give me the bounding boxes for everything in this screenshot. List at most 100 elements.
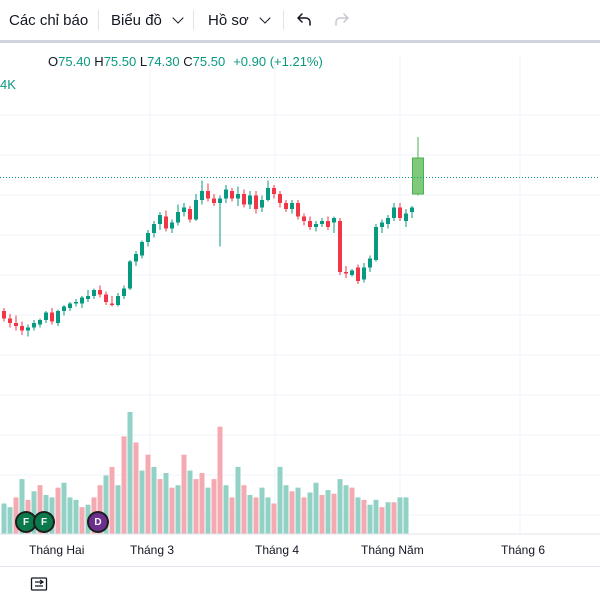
volume-bar: [379, 507, 385, 534]
volume-bar: [205, 487, 211, 534]
candle-body: [338, 221, 342, 272]
candle-body: [14, 323, 18, 326]
candle-body: [386, 218, 390, 224]
volume-bar: [253, 497, 259, 534]
redo-button[interactable]: [332, 0, 352, 40]
volume-bar: [13, 497, 19, 534]
chart-type-button[interactable]: Biểu đồ: [111, 0, 184, 40]
event-badge[interactable]: F: [17, 513, 35, 531]
volume-bar: [151, 466, 157, 534]
redo-icon: [335, 13, 349, 26]
volume-bar: [259, 487, 265, 534]
volume-bar: [187, 470, 193, 534]
candle-body: [98, 290, 102, 295]
event-badge[interactable]: D: [89, 513, 107, 531]
volume-bar: [331, 493, 337, 534]
volume-bar: [229, 497, 235, 534]
candle-body: [230, 191, 234, 199]
volume-bar: [241, 485, 247, 534]
volume-bar: [271, 503, 277, 534]
volume-bar: [7, 507, 13, 534]
volume-bar: [199, 473, 205, 534]
candle-body: [32, 323, 36, 328]
volume-bar: [37, 485, 43, 534]
x-axis-label: Tháng 6: [501, 543, 546, 557]
candle-body: [404, 213, 408, 221]
volume-bar: [127, 412, 133, 534]
indicators-button[interactable]: Các chỉ báo: [9, 0, 88, 40]
candle-body: [2, 311, 6, 319]
candle-body: [68, 303, 72, 308]
candle-body: [146, 233, 150, 242]
volume-bar: [193, 479, 199, 534]
candle-body: [134, 254, 138, 262]
price-chart[interactable]: [0, 45, 600, 537]
volume-bar: [223, 485, 229, 534]
volume-bar: [247, 494, 253, 534]
volume-bar: [19, 479, 25, 534]
candle-body: [170, 222, 174, 229]
candle-body: [284, 203, 288, 209]
candle-body: [248, 195, 252, 205]
candle-body: [56, 311, 60, 323]
candle-body: [296, 203, 300, 217]
volume-bar: [217, 426, 223, 534]
volume-bar: [295, 487, 301, 534]
replay-icon[interactable]: [30, 575, 48, 593]
candle-body: [412, 157, 424, 195]
candle-body: [272, 188, 276, 194]
candle-body: [398, 207, 402, 218]
candle-body: [176, 212, 180, 223]
toolbar-divider: [283, 10, 284, 30]
volume-bar: [313, 482, 319, 534]
high-label: H: [94, 54, 104, 69]
candle-body: [212, 198, 216, 203]
toolbar-divider: [98, 10, 99, 30]
volume-bar: [277, 466, 283, 534]
candle-body: [110, 303, 114, 305]
candle-body: [242, 194, 246, 205]
candle-body: [62, 306, 66, 311]
chevron-down-icon: [172, 12, 184, 24]
candle-body: [200, 191, 204, 200]
volume-bar: [115, 485, 121, 534]
pane-separator: [0, 40, 600, 43]
volume-bar: [325, 490, 331, 534]
chart-type-label: Biểu đồ: [111, 11, 162, 29]
candle-body: [194, 200, 198, 220]
toolbar-divider: [193, 10, 194, 30]
candle-body: [224, 189, 228, 199]
volume-bar: [1, 503, 7, 534]
event-badge[interactable]: F: [35, 513, 53, 531]
candle-body: [344, 272, 348, 274]
volume-bar: [373, 499, 379, 534]
candle-body: [92, 290, 96, 296]
candle-body: [38, 320, 42, 325]
volume-bar: [361, 499, 367, 534]
volume-bar: [403, 497, 409, 534]
volume-bar: [121, 436, 127, 534]
indicators-label: Các chỉ báo: [9, 11, 89, 29]
candle-body: [122, 288, 126, 296]
volume-bar: [157, 479, 163, 534]
candle-body: [410, 207, 414, 212]
candle-body: [74, 302, 78, 304]
volume-bar: [103, 475, 109, 534]
ohlc-legend: O 75.40 H 75.50 L 74.30 C 75.50 +0.90 (+1.21…: [48, 54, 323, 69]
candle-body: [260, 200, 264, 208]
volume-bar: [349, 487, 355, 534]
volume-bar: [55, 487, 61, 534]
candle-body: [50, 312, 54, 322]
profile-button[interactable]: Hồ sơ: [208, 0, 271, 40]
candle-body: [158, 215, 162, 224]
undo-button[interactable]: [294, 0, 314, 40]
candle-body: [326, 221, 330, 227]
volume-bar: [283, 485, 289, 534]
volume-bar: [235, 466, 241, 534]
top-toolbar: Các chỉ báo Biểu đồ Hồ sơ: [0, 0, 600, 41]
volume-bar: [307, 492, 313, 534]
volume-bar: [67, 497, 73, 534]
candle-body: [320, 221, 324, 224]
volume-bar: [31, 491, 37, 534]
undo-icon: [297, 13, 311, 26]
